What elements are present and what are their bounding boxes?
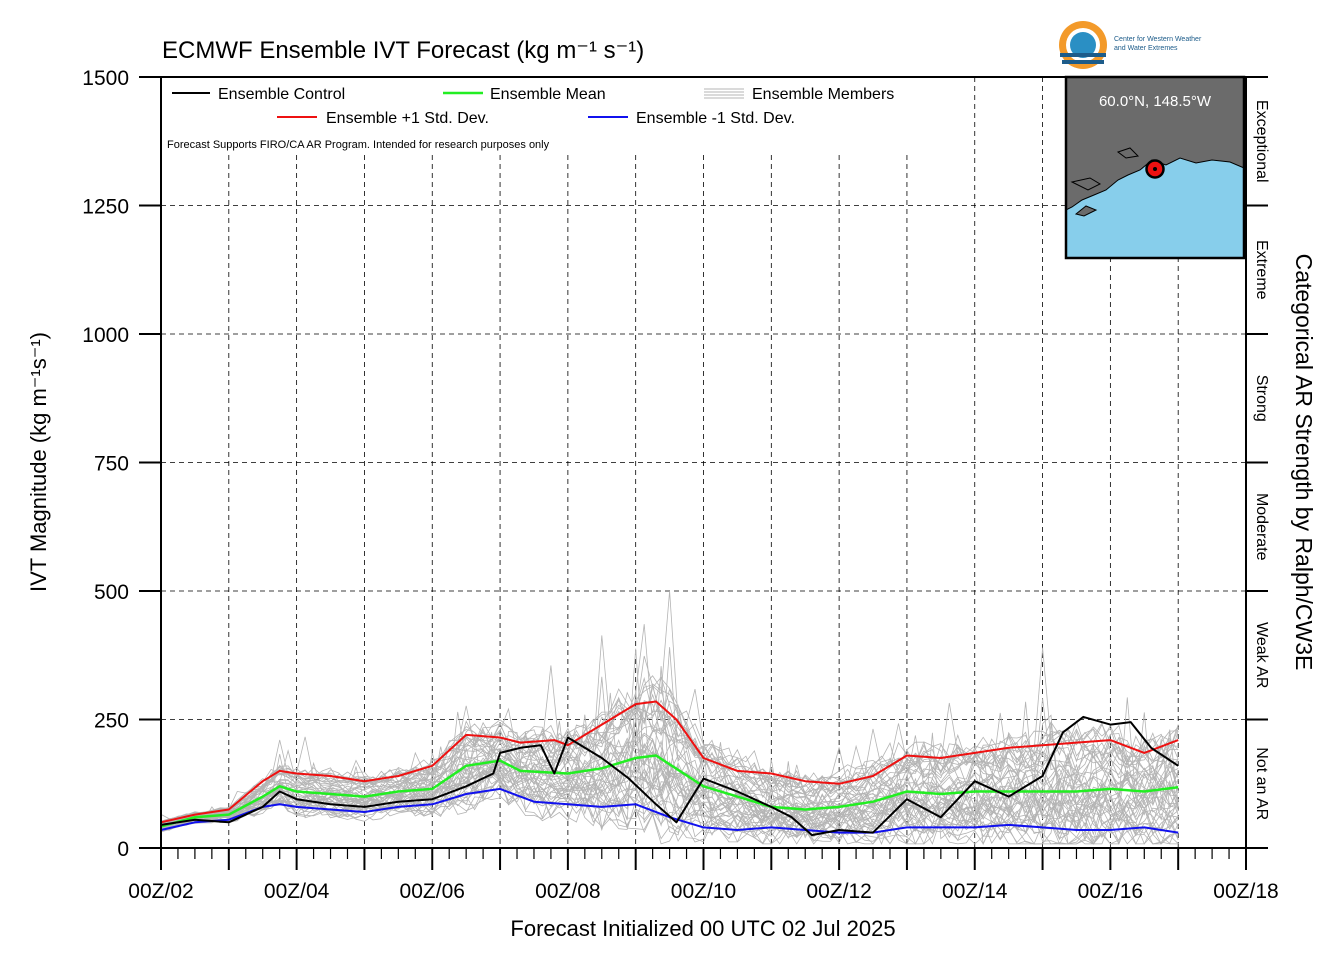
y-tick-label: 1000 xyxy=(82,324,129,347)
ensemble-member-line xyxy=(160,781,1179,845)
inset-location-label: 60.0°N, 148.5°W xyxy=(1099,93,1212,110)
ensemble-member-line xyxy=(160,746,1179,842)
inset-map: 60.0°N, 148.5°W xyxy=(1064,75,1246,260)
logo-text-line2: and Water Extremes xyxy=(1114,45,1178,52)
location-marker-dot xyxy=(1153,167,1157,171)
ensemble-member-line xyxy=(160,683,1179,822)
y-tick-label: 500 xyxy=(94,581,129,604)
ensemble-members xyxy=(160,590,1179,846)
legend-label-mean: Ensemble Mean xyxy=(490,86,606,103)
legend-swatch-members xyxy=(704,88,744,99)
ar-category-label: Not an AR xyxy=(1253,747,1270,820)
y-axis-label: IVT Magnitude (kg m⁻¹s⁻¹) xyxy=(26,332,51,592)
cw3e-logo: Center for Western Weather and Water Ext… xyxy=(1059,21,1202,69)
y-tick-label: 250 xyxy=(94,710,129,733)
ensemble-member-line xyxy=(160,715,1179,826)
ar-category-label: Exceptional xyxy=(1253,100,1270,183)
x-axis-label: Forecast Initialized 00 UTC 02 Jul 2025 xyxy=(510,916,895,941)
legend-label-minus-std: Ensemble -1 Std. Dev. xyxy=(636,110,795,127)
x-tick-label: 00Z/16 xyxy=(1078,880,1143,903)
legend: Ensemble Control Ensemble Mean Ensemble … xyxy=(167,86,894,151)
x-tick-label: 00Z/18 xyxy=(1213,880,1278,903)
logo-wave-icon xyxy=(1060,53,1106,57)
x-tick-label: 00Z/04 xyxy=(264,880,330,903)
ensemble-member-line xyxy=(160,761,1179,838)
inset-land xyxy=(1065,76,1245,211)
y-tick-label: 0 xyxy=(117,838,129,861)
ar-category-label: Strong xyxy=(1253,375,1270,422)
ensemble-member-line xyxy=(160,647,1179,823)
ensemble-member-line xyxy=(160,729,1179,825)
x-tick-label: 00Z/02 xyxy=(128,880,193,903)
ensemble-member-line xyxy=(160,765,1179,836)
x-tick-label: 00Z/08 xyxy=(535,880,600,903)
x-tick-label: 00Z/14 xyxy=(942,880,1008,903)
series-line-ensemble-1-std-dev- xyxy=(160,787,1179,834)
inset-islands xyxy=(1070,147,1140,217)
legend-label-control: Ensemble Control xyxy=(218,86,345,103)
right-axis-title: Categorical AR Strength by Ralph/CW3E xyxy=(1291,254,1317,671)
chart-title: ECMWF Ensemble IVT Forecast (kg m⁻¹ s⁻¹) xyxy=(162,37,644,64)
ensemble-member-line xyxy=(160,676,1179,822)
ensemble-member-line xyxy=(160,716,1179,845)
series-line-ensemble-1-std-dev- xyxy=(160,700,1179,824)
ensemble-member-line xyxy=(160,698,1179,825)
ar-category-label: Moderate xyxy=(1253,493,1270,561)
legend-label-members: Ensemble Members xyxy=(752,86,894,103)
y-tick-label: 750 xyxy=(94,453,129,476)
logo-wave-icon-2 xyxy=(1062,60,1104,64)
ensemble-member-line xyxy=(160,731,1179,845)
series-line-ensemble-mean xyxy=(160,754,1179,828)
x-tick-label: 00Z/06 xyxy=(400,880,465,903)
ensemble-member-line xyxy=(160,590,1179,824)
research-note: Forecast Supports FIRO/CA AR Program. In… xyxy=(167,139,550,151)
ensemble-member-line xyxy=(160,727,1179,827)
series-lines xyxy=(160,700,1179,837)
axes: 0 250 500 750 1000 1250 1500 Not an AR Weak AR Mo… xyxy=(82,67,1278,903)
x-tick-label: 00Z/12 xyxy=(806,880,871,903)
ensemble-member-line xyxy=(160,693,1179,820)
x-tick-label: 00Z/10 xyxy=(671,880,736,903)
y-tick-label: 1250 xyxy=(82,196,129,219)
y-tick-label: 1500 xyxy=(82,67,129,90)
series-line-ensemble-control xyxy=(160,715,1179,837)
logo-drop-icon xyxy=(1070,32,1096,58)
legend-label-plus-std: Ensemble +1 Std. Dev. xyxy=(326,110,489,127)
ar-category-label: Extreme xyxy=(1253,240,1270,300)
ensemble-member-line xyxy=(160,700,1179,845)
logo-text-line1: Center for Western Weather xyxy=(1114,36,1202,43)
ensemble-member-line xyxy=(160,675,1179,823)
inset-frame xyxy=(1064,75,1246,260)
ar-category-label: Weak AR xyxy=(1253,622,1270,688)
